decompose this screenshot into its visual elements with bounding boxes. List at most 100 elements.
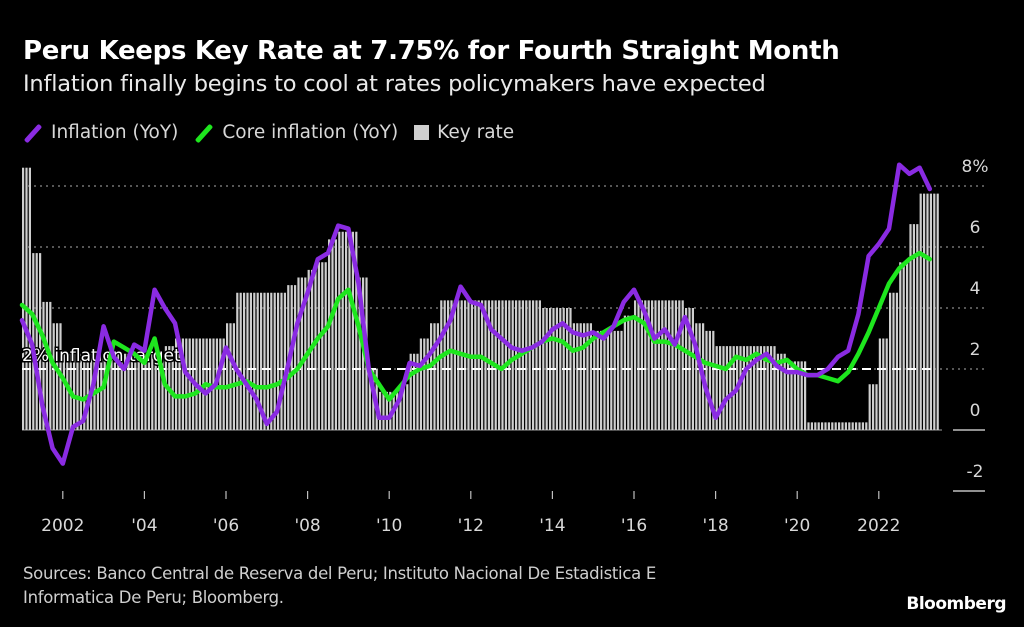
key-rate-bar: [481, 300, 484, 430]
key-rate-bar: [858, 422, 861, 430]
x-tick-label: '10: [376, 516, 402, 536]
key-rate-bar: [113, 353, 116, 430]
key-rate-bar: [178, 338, 181, 430]
key-rate-bar: [124, 353, 127, 430]
key-rate-bar: [749, 346, 752, 430]
key-rate-bar: [239, 292, 242, 430]
key-rate-bar: [865, 422, 868, 430]
key-rate-bar: [715, 346, 718, 430]
key-rate-bar: [280, 292, 283, 430]
key-rate-bar: [899, 262, 902, 430]
y-tick-label: 6: [970, 218, 981, 238]
key-rate-bar: [926, 193, 929, 430]
key-rate-bar: [671, 300, 674, 430]
legend: Inflation (YoY) Core inflation (YoY) Key…: [23, 122, 530, 143]
key-rate-bar: [797, 361, 800, 430]
key-rate-bar: [147, 353, 150, 430]
key-rate-bar: [729, 346, 732, 430]
key-rate-bar: [521, 300, 524, 430]
key-rate-bar: [525, 300, 528, 430]
key-rate-bar: [399, 384, 402, 430]
key-rate-bar: [810, 422, 813, 430]
key-rate-bar: [800, 361, 803, 430]
key-rate-bar: [130, 353, 133, 430]
key-rate-bar: [263, 292, 266, 430]
key-rate-bar: [528, 300, 531, 430]
key-rate-bar: [355, 231, 358, 430]
y-tick-label: 8%: [962, 157, 989, 177]
key-rate-bar: [110, 353, 113, 430]
key-rate-bar: [654, 300, 657, 430]
y-tick-label: 2: [970, 340, 981, 360]
key-rate-bar: [623, 315, 626, 430]
y-tick-label: 4: [970, 279, 981, 299]
key-rate-bar: [334, 239, 337, 430]
key-rate-bar: [338, 231, 341, 430]
key-rate-bar: [902, 262, 905, 430]
key-rate-bar: [35, 253, 38, 430]
key-rate-bar: [419, 338, 422, 430]
key-rate-bar: [232, 323, 235, 430]
key-rate-bar: [817, 422, 820, 430]
source-note: Sources: Banco Central de Reserva del Pe…: [23, 562, 823, 610]
key-rate-bar: [137, 353, 140, 430]
legend-line-icon: [194, 123, 214, 143]
legend-item-key-rate: Key rate: [414, 122, 514, 143]
key-rate-bar: [824, 422, 827, 430]
key-rate-bar: [708, 330, 711, 430]
key-rate-bar: [175, 338, 178, 430]
key-rate-bar: [630, 315, 633, 430]
key-rate-bar: [889, 292, 892, 430]
key-rate-bar: [358, 277, 361, 430]
key-rate-bar: [606, 330, 609, 430]
key-rate-bar: [402, 384, 405, 430]
key-rate-bar: [416, 353, 419, 430]
key-rate-bar: [923, 193, 926, 430]
key-rate-bar: [440, 300, 443, 430]
key-rate-bar: [620, 330, 623, 430]
key-rate-bar: [161, 353, 164, 430]
key-rate-bar: [851, 422, 854, 430]
key-rate-bar: [253, 292, 256, 430]
key-rate-bar: [647, 300, 650, 430]
key-rate-bar: [787, 361, 790, 430]
key-rate-bar: [906, 262, 909, 430]
key-rate-bar: [22, 167, 25, 430]
key-rate-bar: [722, 346, 725, 430]
key-rate-bar: [586, 323, 589, 430]
x-tick-label: 2002: [41, 516, 84, 536]
key-rate-bar: [919, 193, 922, 430]
key-rate-bar: [936, 193, 939, 430]
key-rate-bar: [56, 323, 59, 430]
key-rate-bar: [572, 323, 575, 430]
key-rate-bar: [610, 330, 613, 430]
key-rate-bar: [651, 300, 654, 430]
legend-label: Inflation (YoY): [51, 122, 179, 143]
key-rate-bar: [45, 301, 48, 430]
key-rate-bar: [691, 308, 694, 430]
key-rate-bar: [273, 292, 276, 430]
key-rate-bar: [314, 269, 317, 430]
key-rate-bar: [154, 353, 157, 430]
key-rate-bar: [103, 353, 106, 430]
key-rate-bar: [844, 422, 847, 430]
key-rate-bar: [627, 315, 630, 430]
key-rate-bar: [739, 346, 742, 430]
key-rate-bar: [409, 353, 412, 430]
key-rate-bar: [756, 346, 759, 430]
key-rate-bar: [861, 422, 864, 430]
key-rate-bar: [42, 301, 45, 430]
x-tick-label: '12: [458, 516, 484, 536]
key-rate-bar: [576, 323, 579, 430]
key-rate-bar: [831, 422, 834, 430]
key-rate-bar: [470, 300, 473, 430]
key-rate-bar: [66, 353, 69, 430]
legend-line-icon: [23, 123, 43, 143]
key-rate-bar: [804, 361, 807, 430]
key-rate-bar: [443, 300, 446, 430]
key-rate-bar: [464, 300, 467, 430]
key-rate-bar: [814, 422, 817, 430]
key-rate-bar: [222, 338, 225, 430]
key-rate-bar: [457, 300, 460, 430]
key-rate-bar: [678, 300, 681, 430]
